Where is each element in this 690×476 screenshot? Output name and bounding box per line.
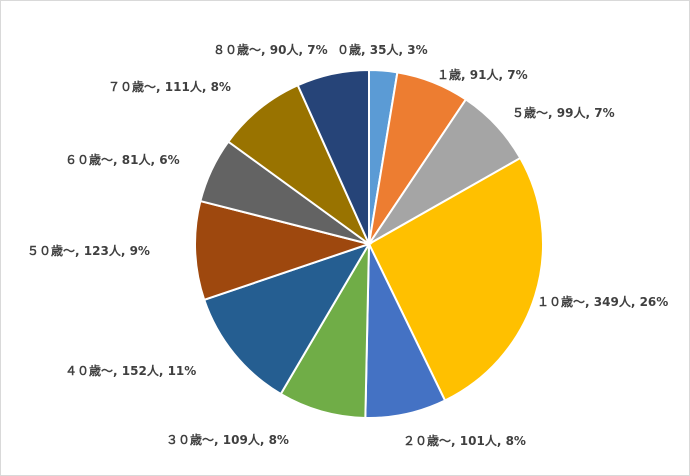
data-label: １０歳～, 349人, 26% (537, 294, 668, 309)
category-label: ５歳～ (512, 105, 548, 120)
pie-slice (296, 68, 370, 245)
value-label: 111人 (165, 79, 203, 94)
separator: , (261, 43, 270, 57)
category-label: ２０歳～ (403, 433, 451, 448)
category-label: ７０歳～ (108, 79, 156, 94)
percent-label: 7% (594, 106, 614, 120)
data-label: ２０歳～, 101人, 8% (403, 433, 526, 448)
percent-label: 3% (407, 43, 427, 57)
value-label: 123人 (84, 243, 122, 258)
separator: , (260, 433, 269, 447)
percent-label: 8% (211, 80, 231, 94)
value-label: 99人 (557, 105, 587, 120)
percent-label: 7% (307, 43, 327, 57)
separator: , (150, 153, 159, 167)
data-label: ８０歳～, 90人, 7% (213, 42, 328, 57)
separator: , (159, 364, 168, 378)
pie-slice (202, 242, 372, 396)
value-label: 91人 (470, 67, 500, 82)
data-label: ４０歳～, 152人, 11% (65, 363, 196, 378)
separator: , (361, 43, 370, 57)
separator: , (202, 80, 211, 94)
percent-label: 8% (269, 433, 289, 447)
separator: , (631, 295, 640, 309)
percent-label: 7% (507, 68, 527, 82)
category-label: ５０歳～ (27, 243, 75, 258)
data-label: ３０歳～, 109人, 8% (166, 432, 289, 447)
separator: , (75, 244, 84, 258)
separator: , (398, 43, 407, 57)
value-label: 152人 (122, 363, 160, 378)
percent-label: 11% (168, 364, 197, 378)
value-label: 349人 (594, 294, 632, 309)
value-label: 101人 (460, 433, 498, 448)
category-label: １歳 (437, 67, 461, 82)
category-label: ８０歳～ (213, 42, 261, 57)
value-label: 81人 (122, 152, 152, 167)
separator: , (298, 43, 307, 57)
separator: , (585, 106, 594, 120)
pie-slice (194, 199, 373, 302)
data-label: ５歳～, 99人, 7% (512, 105, 615, 120)
pie-slice (226, 83, 372, 248)
percent-label: 8% (506, 434, 526, 448)
category-label: ６０歳～ (65, 152, 113, 167)
data-label: ５０歳～, 123人, 9% (27, 243, 150, 258)
pie-slice (279, 240, 371, 419)
separator: , (497, 434, 506, 448)
pie-slice (367, 156, 544, 402)
separator: , (451, 434, 460, 448)
data-label: ７０歳～, 111人, 8% (108, 79, 231, 94)
separator: , (498, 68, 507, 82)
separator: , (113, 364, 122, 378)
data-label: １歳, 91人, 7% (437, 67, 528, 82)
separator: , (121, 244, 130, 258)
value-label: 109人 (223, 432, 261, 447)
percent-label: 26% (640, 295, 669, 309)
separator: , (585, 295, 594, 309)
percent-label: 9% (130, 244, 150, 258)
separator: , (214, 433, 223, 447)
data-label: ６０歳～, 81人, 6% (65, 152, 180, 167)
category-label: １０歳～ (537, 294, 585, 309)
separator: , (156, 80, 165, 94)
value-label: 35人 (370, 42, 400, 57)
percent-label: 6% (159, 153, 179, 167)
separator: , (113, 153, 122, 167)
category-label: ０歳 (337, 42, 361, 57)
separator: , (461, 68, 470, 82)
data-label: ０歳, 35人, 3% (337, 42, 428, 57)
separator: , (548, 106, 557, 120)
category-label: ３０歳～ (166, 432, 214, 447)
category-label: ４０歳～ (65, 363, 113, 378)
value-label: 90人 (270, 42, 300, 57)
